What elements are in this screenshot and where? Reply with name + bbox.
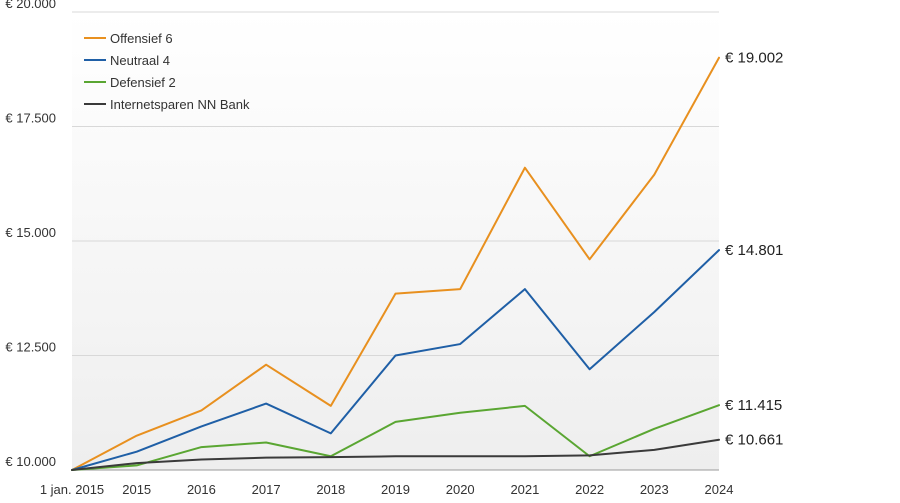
x-tick-label: 2023 <box>640 482 669 497</box>
x-tick-label: 2015 <box>122 482 151 497</box>
x-tick-label: 2019 <box>381 482 410 497</box>
series-line-internetsparen-nn-bank <box>71 438 720 471</box>
legend-label: Neutraal 4 <box>110 53 170 68</box>
series-line-neutraal-4 <box>71 249 720 471</box>
series-lines <box>71 56 720 471</box>
legend-label: Defensief 2 <box>110 75 176 90</box>
legend-label: Offensief 6 <box>110 31 173 46</box>
end-value-labels: € 19.002 € 14.801 € 11.415 € 10.661 <box>725 50 783 449</box>
end-value-label: € 11.415 <box>725 397 782 414</box>
y-tick-label: € 17.500 <box>5 111 56 126</box>
end-value-label: € 14.801 <box>725 242 783 259</box>
x-tick-label: 2024 <box>705 482 734 497</box>
legend-label: Internetsparen NN Bank <box>110 97 250 112</box>
end-value-label: € 10.661 <box>725 432 783 449</box>
x-axis-ticks: 1 jan. 2015 2015 2016 2017 2018 2019 2020 2021 2… <box>40 482 734 497</box>
series-line-offensief-6 <box>71 56 720 471</box>
x-tick-label: 2018 <box>316 482 345 497</box>
y-tick-label: € 15.000 <box>5 225 56 240</box>
x-tick-label: 1 jan. 2015 <box>40 482 104 497</box>
y-tick-label: € 20.000 <box>5 0 56 11</box>
x-tick-label: 2021 <box>510 482 539 497</box>
x-tick-label: 2020 <box>446 482 475 497</box>
x-tick-label: 2022 <box>575 482 604 497</box>
x-tick-label: 2016 <box>187 482 216 497</box>
legend: Offensief 6 Neutraal 4 Defensief 2 Internet… <box>84 31 250 112</box>
series-line-defensief-2 <box>71 404 720 471</box>
end-value-label: € 19.002 <box>725 50 783 67</box>
y-tick-label: € 10.000 <box>5 454 56 469</box>
x-tick-label: 2017 <box>252 482 281 497</box>
y-axis-ticks: € 10.000 € 12.500 € 15.000 € 17.500 € 20.000 <box>5 0 56 469</box>
y-tick-label: € 12.500 <box>5 340 56 355</box>
